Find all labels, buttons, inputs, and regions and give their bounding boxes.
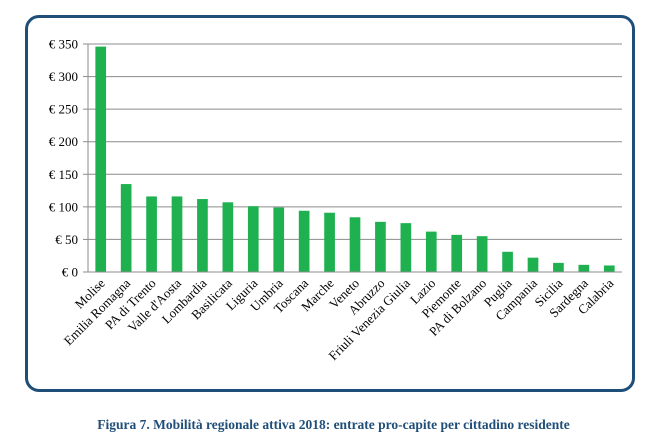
y-tick-label: € 0 bbox=[62, 265, 78, 280]
bar-basilicata bbox=[222, 202, 234, 272]
bar-campania bbox=[527, 257, 539, 272]
bar-umbria bbox=[273, 207, 285, 272]
bar-veneto bbox=[349, 217, 361, 272]
bar-molise bbox=[95, 46, 107, 272]
bar-lazio bbox=[425, 231, 437, 272]
bar-valle-d-aosta bbox=[171, 196, 183, 272]
bar-pa-di-bolzano bbox=[476, 236, 488, 272]
bar-calabria bbox=[603, 265, 615, 272]
y-tick-label: € 150 bbox=[49, 167, 78, 182]
y-tick-label: € 200 bbox=[49, 134, 78, 149]
bar-marche bbox=[324, 212, 335, 272]
y-tick-label: € 250 bbox=[49, 102, 78, 117]
bar-pa-di-trento bbox=[146, 196, 157, 272]
figure-caption: Figura 7. Mobilità regionale attiva 2018… bbox=[97, 417, 570, 432]
bar-sicilia bbox=[553, 262, 564, 272]
bar-piemonte bbox=[451, 234, 463, 272]
bar-emilia-romagna bbox=[120, 184, 132, 272]
bar-liguria bbox=[247, 206, 259, 272]
y-axis-ticks: € 0 € 50 € 100 € 150 € 200 € 250 € 300 € 350 bbox=[49, 37, 88, 280]
bar-sardegna bbox=[578, 264, 590, 272]
bar-friuli-venezia-giulia bbox=[400, 223, 412, 272]
y-tick-label: € 350 bbox=[49, 37, 78, 52]
bar-toscana bbox=[298, 210, 310, 272]
y-tick-label: € 100 bbox=[49, 199, 78, 214]
bars bbox=[95, 46, 615, 272]
y-tick-label: € 50 bbox=[55, 232, 78, 247]
bar-lombardia bbox=[197, 199, 208, 272]
bar-abruzzo bbox=[375, 221, 386, 272]
bar-puglia bbox=[502, 251, 513, 272]
y-tick-label: € 300 bbox=[49, 69, 78, 84]
